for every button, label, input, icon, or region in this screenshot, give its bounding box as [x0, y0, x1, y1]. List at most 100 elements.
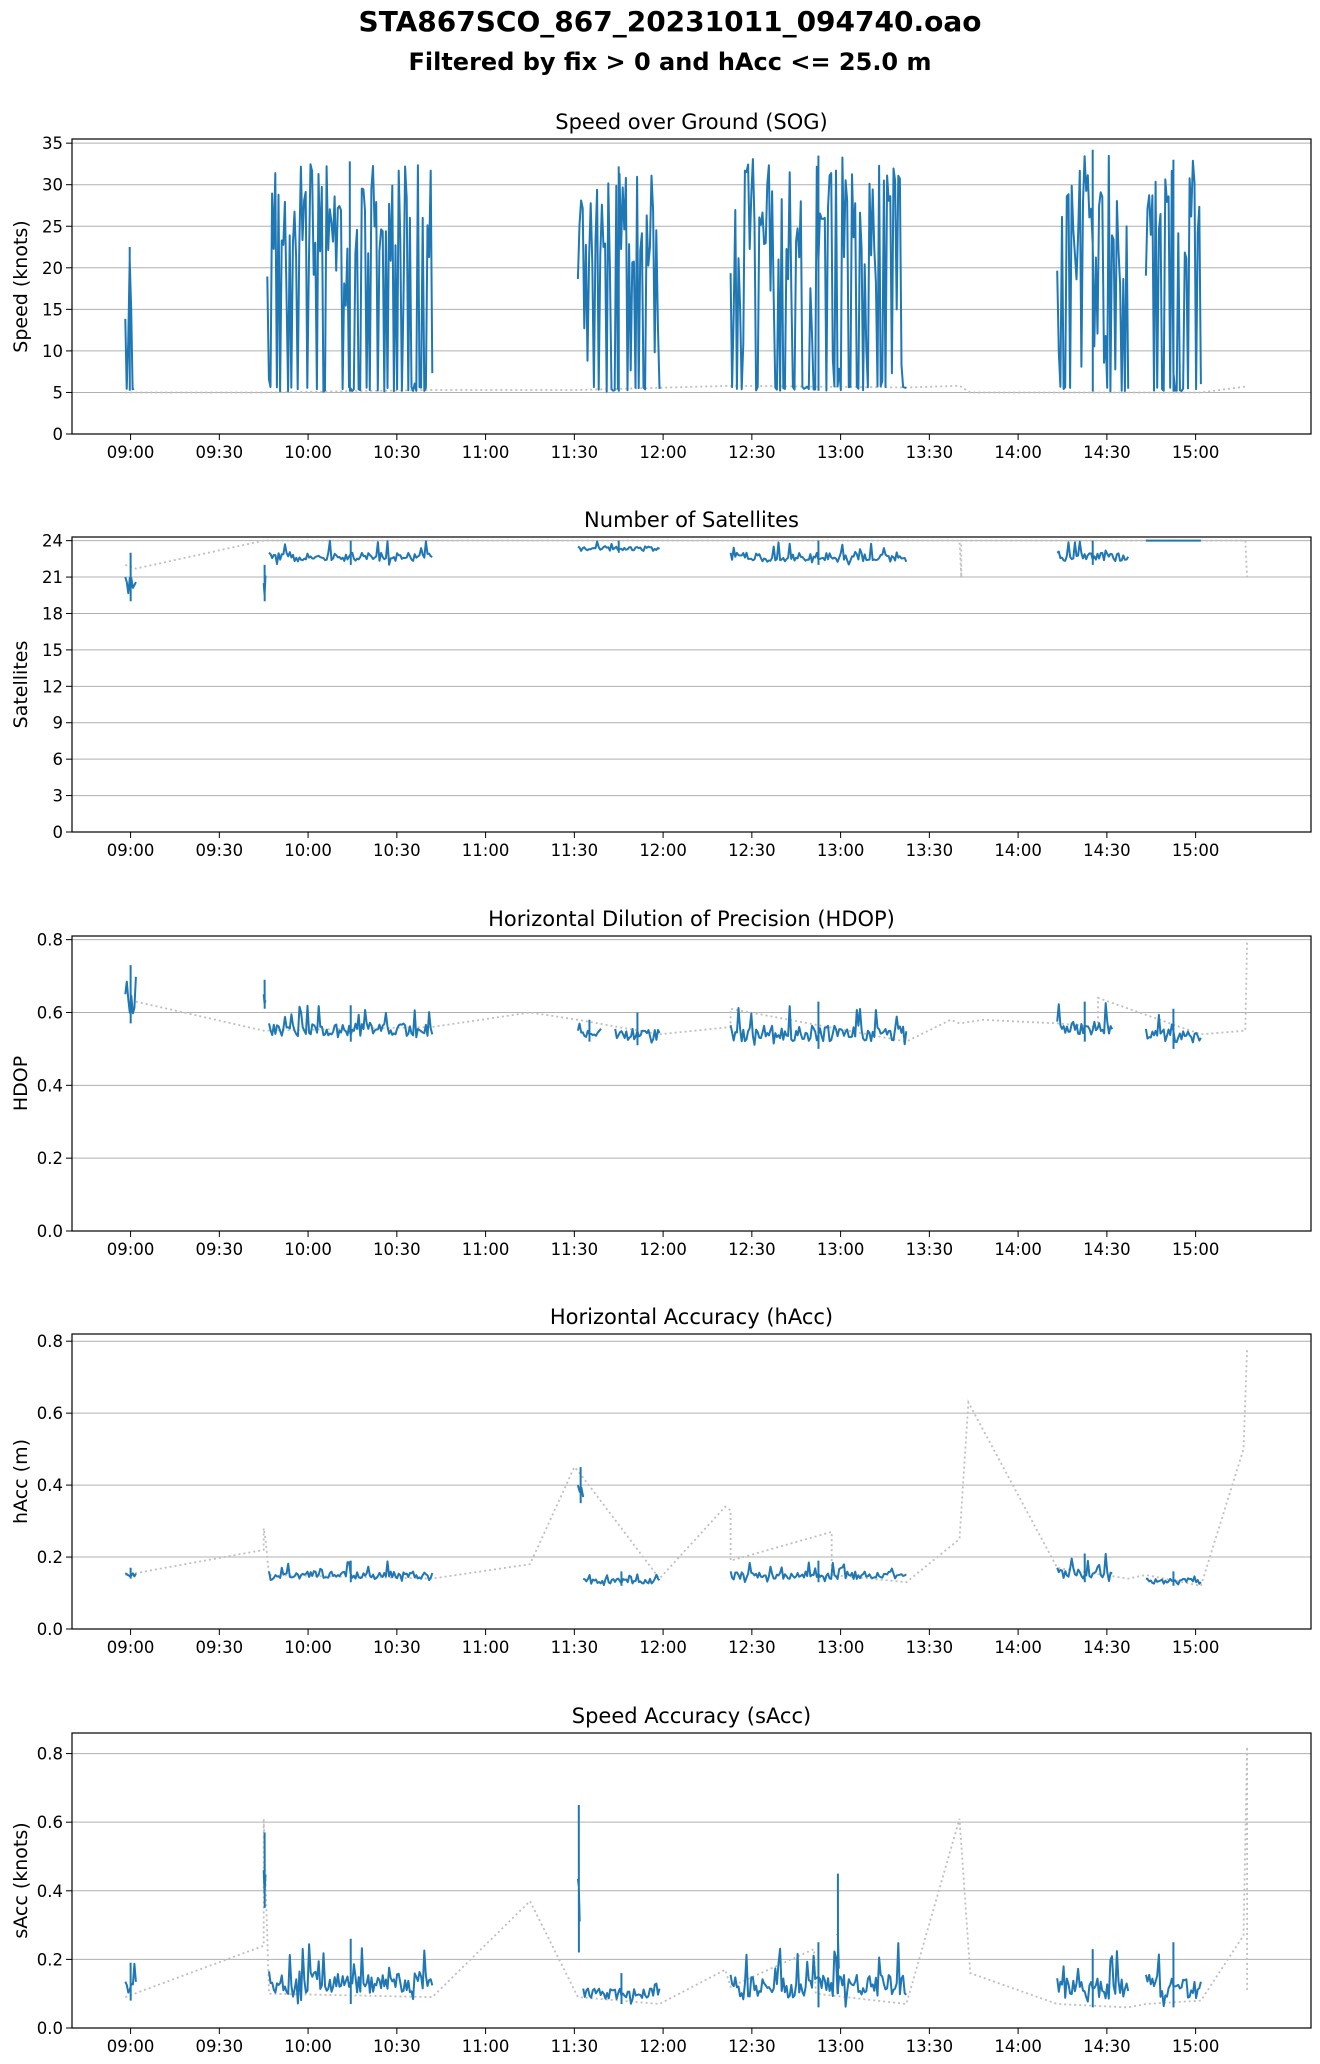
series-trace-segment: [576, 1467, 585, 1504]
y-tick-label: 25: [42, 217, 63, 236]
series-trace-segment: [268, 1004, 434, 1042]
series-trace-segment: [836, 1873, 840, 1994]
y-tick-label: 0.0: [37, 1222, 63, 1241]
y-tick-label: 24: [42, 532, 63, 551]
x-tick-label: 11:00: [462, 1638, 510, 1657]
y-tick-label: 0.2: [37, 1149, 63, 1168]
x-tick-label: 11:00: [462, 1240, 510, 1259]
y-axis-label: sAcc (knots): [10, 1822, 32, 1938]
x-tick-label: 09:00: [107, 841, 155, 860]
x-tick-label: 14:30: [1083, 2037, 1131, 2056]
plot-area: [124, 939, 1248, 1049]
y-tick-label: 12: [42, 677, 63, 696]
series-trace-segment: [1145, 1571, 1202, 1586]
x-tick-label: 12:00: [639, 2037, 687, 2056]
panel-5: Speed Accuracy (sAcc) sAcc (knots) 0.0 0.2 0…: [10, 1704, 1312, 2056]
x-tick-label: 11:30: [551, 2037, 599, 2056]
y-tick-label: 10: [42, 342, 63, 361]
y-tick-label: 0.8: [37, 1332, 63, 1351]
x-tick-label: 13:00: [817, 841, 865, 860]
series-trace-segment: [268, 1560, 434, 1583]
x-tick-label: 10:00: [284, 841, 332, 860]
x-tick-label: 10:30: [373, 443, 421, 462]
y-tick-label: 0.6: [37, 1813, 63, 1832]
x-tick-label: 09:30: [196, 2037, 244, 2056]
gap-series-line: [125, 539, 1248, 578]
y-tick-label: 15: [42, 641, 63, 660]
x-tick-label: 11:00: [462, 443, 510, 462]
x-tick-label: 12:00: [639, 841, 687, 860]
series-trace-segment: [729, 1001, 908, 1049]
y-tick-label: 18: [42, 604, 63, 623]
x-tick-label: 13:30: [906, 1240, 954, 1259]
x-tick-label: 09:00: [107, 443, 155, 462]
x-tick-label: 13:00: [817, 1240, 865, 1259]
x-tick-label: 12:30: [728, 1240, 776, 1259]
x-tick-label: 15:00: [1172, 2037, 1220, 2056]
plot-area: [124, 149, 1246, 394]
x-tick-label: 14:00: [994, 1638, 1042, 1657]
panel-title: Horizontal Accuracy (hAcc): [550, 1305, 833, 1329]
series-trace-segment: [266, 161, 434, 393]
series-trace-segment: [1056, 149, 1130, 393]
y-tick-label: 0.6: [37, 1404, 63, 1423]
series-trace-segment: [577, 540, 660, 553]
y-tick-label: 5: [53, 383, 64, 402]
x-tick-label: 09:30: [196, 841, 244, 860]
x-tick-label: 11:30: [551, 841, 599, 860]
series-trace-segment: [1056, 1552, 1113, 1583]
y-axis-label: HDOP: [10, 1056, 32, 1111]
series-trace-segment: [1144, 159, 1202, 393]
plot-area: [124, 539, 1248, 602]
series-trace-segment: [124, 965, 137, 1024]
x-tick-label: 14:00: [994, 443, 1042, 462]
figure-subtitle: Filtered by fix > 0 and hAcc <= 25.0 m: [408, 48, 931, 76]
y-tick-label: 0: [53, 823, 64, 842]
panel-3: Horizontal Dilution of Precision (HDOP) H…: [10, 907, 1312, 1259]
x-tick-label: 11:00: [462, 841, 510, 860]
y-tick-label: 9: [53, 714, 64, 733]
y-tick-label: 0.8: [37, 1745, 63, 1764]
x-tick-label: 10:30: [373, 1638, 421, 1657]
y-axis-label: Speed (knots): [10, 220, 32, 352]
series-trace-segment: [262, 564, 267, 602]
panel-title: Speed over Ground (SOG): [555, 110, 827, 134]
x-tick-label: 13:30: [906, 1638, 954, 1657]
plot-frame: [71, 1333, 1312, 1630]
panels: Speed over Ground (SOG) Speed (knots) 0 5 10…: [10, 110, 1312, 2056]
plot-frame: [71, 138, 1312, 435]
x-tick-label: 12:30: [728, 1638, 776, 1657]
x-tick-label: 12:00: [639, 1240, 687, 1259]
panel-title: Number of Satellites: [584, 508, 799, 532]
series-trace-segment: [729, 1942, 907, 2008]
series-trace-segment: [576, 1019, 602, 1042]
x-tick-label: 10:30: [373, 1240, 421, 1259]
panel-4: Horizontal Accuracy (hAcc) hAcc (m) 0.0 0.2…: [10, 1305, 1312, 1657]
series-trace-segment: [576, 166, 661, 393]
y-tick-label: 0: [53, 425, 64, 444]
y-tick-label: 35: [42, 134, 63, 153]
x-tick-label: 12:30: [728, 443, 776, 462]
x-tick-label: 15:00: [1172, 1638, 1220, 1657]
x-tick-label: 10:00: [284, 2037, 332, 2056]
x-tick-label: 10:30: [373, 841, 421, 860]
x-tick-label: 12:00: [639, 1638, 687, 1657]
x-tick-label: 10:30: [373, 2037, 421, 2056]
y-tick-label: 30: [42, 176, 63, 195]
series-trace-segment: [729, 540, 908, 566]
series-trace-segment: [1144, 1008, 1202, 1049]
y-tick-label: 0.4: [37, 1476, 63, 1495]
x-tick-label: 15:00: [1172, 841, 1220, 860]
x-tick-label: 11:00: [462, 2037, 510, 2056]
y-tick-label: 0.2: [37, 1950, 63, 1969]
series-trace-segment: [729, 155, 907, 392]
y-tick-label: 0.8: [37, 931, 63, 950]
series-trace-segment: [268, 539, 433, 566]
series-trace-segment: [614, 1012, 661, 1046]
y-tick-label: 0.2: [37, 1548, 63, 1567]
x-tick-label: 11:30: [551, 443, 599, 462]
x-tick-label: 09:00: [107, 1240, 155, 1259]
x-tick-label: 15:00: [1172, 1240, 1220, 1259]
plot-area: [124, 1348, 1248, 1587]
